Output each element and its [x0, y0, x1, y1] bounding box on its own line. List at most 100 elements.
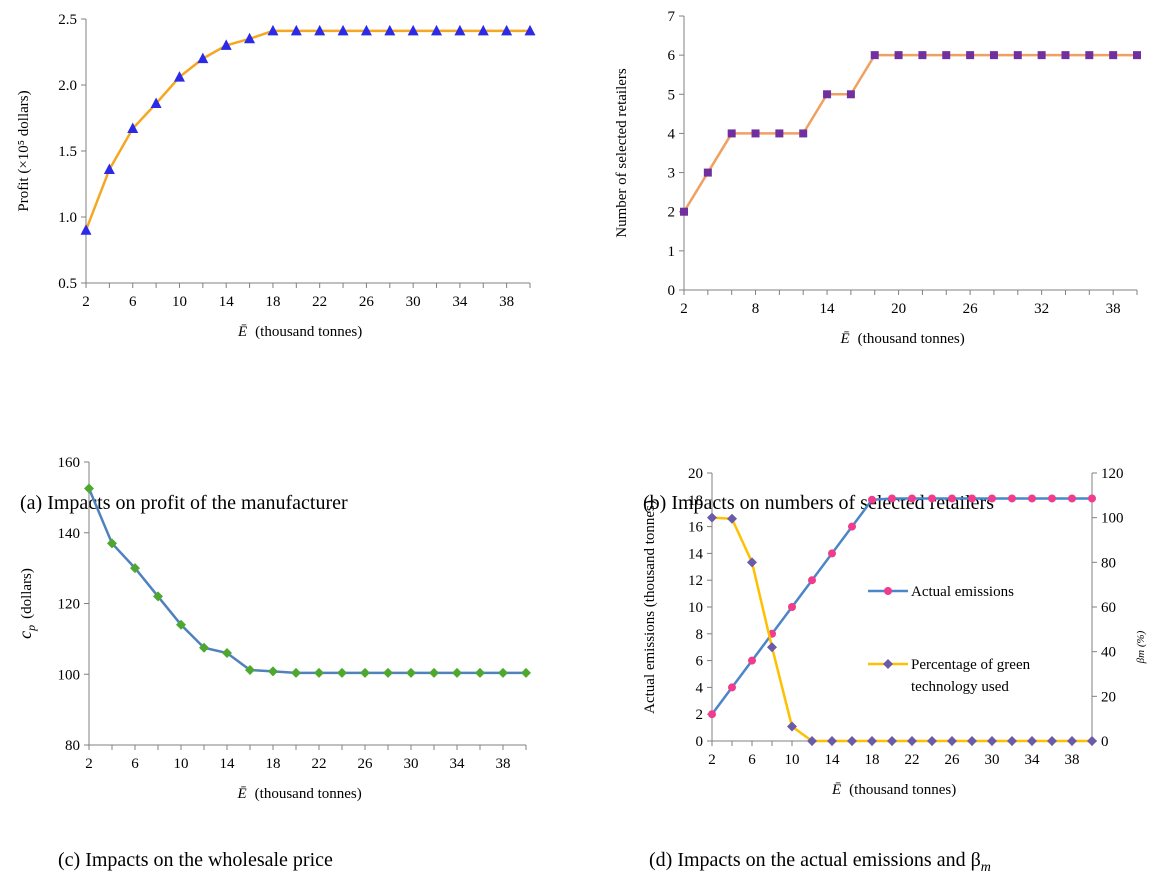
legend-label-green-technology: Percentage of green [911, 657, 1031, 673]
data-point [787, 721, 797, 732]
y2-axis-label: βm (%) [1135, 630, 1147, 664]
x-tick-label: 2 [708, 752, 716, 768]
data-point [431, 24, 443, 36]
data-point [222, 648, 232, 659]
data-point [1068, 494, 1076, 503]
data-point [848, 522, 856, 531]
y-tick-label: 5 [668, 87, 676, 103]
x-tick-label: 18 [265, 294, 280, 310]
data-point [521, 667, 531, 678]
data-point [107, 538, 117, 549]
caption-text: (a) Impacts on profit of the manufacture… [20, 492, 348, 514]
panel-caption-d: (d) Impacts on the actual emissions and … [649, 849, 991, 876]
x-axis-symbol: Ē [237, 786, 247, 802]
data-point [907, 736, 917, 746]
data-point [727, 129, 736, 138]
y-tick-label: 1.0 [58, 210, 77, 226]
series-line-1 [84, 29, 530, 231]
data-point [1027, 736, 1037, 746]
y2-tick-label: 120 [1101, 466, 1124, 482]
y-tick-label: 2 [696, 707, 704, 723]
data-point [989, 51, 998, 60]
data-point [1028, 494, 1036, 503]
data-point [176, 619, 186, 630]
data-point [728, 683, 736, 692]
caption-text: (d) Impacts on the actual emissions and … [649, 849, 981, 871]
y-tick-label: 4 [696, 680, 704, 696]
y-axis-label: Actual emissions (thousand tonnes) [642, 500, 658, 714]
x-tick-label: 18 [865, 752, 880, 768]
y2-tick-label: 80 [1101, 555, 1116, 571]
data-point [314, 667, 324, 678]
y-tick-label: 20 [688, 466, 703, 482]
y-axis-label: Profit (×10⁵ dollars) [16, 90, 32, 211]
data-point [1007, 736, 1017, 746]
y-tick-label: 1.5 [58, 144, 77, 160]
data-point [775, 129, 784, 138]
x-axis-unit: (thousand tonnes) [849, 782, 956, 798]
data-point [799, 129, 808, 138]
data-point [429, 667, 439, 678]
data-point [199, 642, 209, 653]
y2-tick-label: 40 [1101, 645, 1116, 661]
x-tick-label: 2 [82, 294, 90, 310]
x-tick-label: 26 [963, 301, 979, 317]
y-tick-label: 1 [668, 244, 676, 260]
data-point [748, 656, 756, 665]
y-tick-label: 7 [668, 9, 676, 25]
legend-label-green-technology-line2: technology used [911, 679, 1009, 695]
data-point [290, 24, 302, 36]
data-point [127, 122, 139, 134]
data-point [337, 24, 349, 36]
data-point [383, 667, 393, 678]
data-point [888, 494, 896, 503]
y-tick-label: 120 [58, 597, 81, 613]
data-point [406, 667, 416, 678]
y2-tick-label: 100 [1101, 511, 1124, 527]
data-point [84, 483, 94, 494]
x-tick-label: 34 [452, 294, 468, 310]
panel-caption-a: (a) Impacts on profit of the manufacture… [20, 492, 348, 515]
x-tick-label: 30 [985, 752, 1000, 768]
x-tick-label: 30 [404, 756, 419, 772]
data-point [1087, 736, 1097, 746]
data-point [477, 24, 489, 36]
data-point [767, 642, 777, 653]
y-tick-label: 8 [696, 627, 704, 643]
x-tick-label: 8 [752, 301, 760, 317]
y-axis-label: cp (dollars) [15, 568, 38, 639]
y-tick-label: 2.0 [58, 78, 77, 94]
data-point [268, 666, 278, 677]
data-point [887, 736, 897, 746]
data-point [245, 665, 255, 676]
series-line-1 [710, 497, 1092, 715]
data-point [314, 24, 326, 36]
data-point [1008, 494, 1016, 503]
data-point [452, 667, 462, 678]
data-point [968, 494, 976, 503]
data-point [680, 207, 688, 216]
y-tick-label: 0 [668, 283, 676, 299]
x-tick-label: 26 [358, 756, 374, 772]
data-point [1037, 51, 1046, 60]
data-point [708, 710, 716, 719]
data-point [747, 557, 757, 568]
data-point [498, 667, 508, 678]
legend-swatch-marker [883, 659, 893, 669]
data-point [220, 39, 232, 50]
data-point [173, 71, 185, 82]
data-point [823, 90, 832, 99]
data-point [967, 736, 977, 746]
data-point [1088, 494, 1096, 503]
x-tick-label: 34 [1025, 752, 1041, 768]
y-tick-label: 140 [58, 526, 81, 542]
y2-tick-label: 20 [1101, 689, 1116, 705]
data-point [197, 52, 209, 64]
data-point [808, 576, 816, 585]
data-point [827, 736, 837, 746]
x-axis-symbol: Ē [237, 324, 247, 340]
y-axis-unit: (dollars) [19, 568, 35, 619]
